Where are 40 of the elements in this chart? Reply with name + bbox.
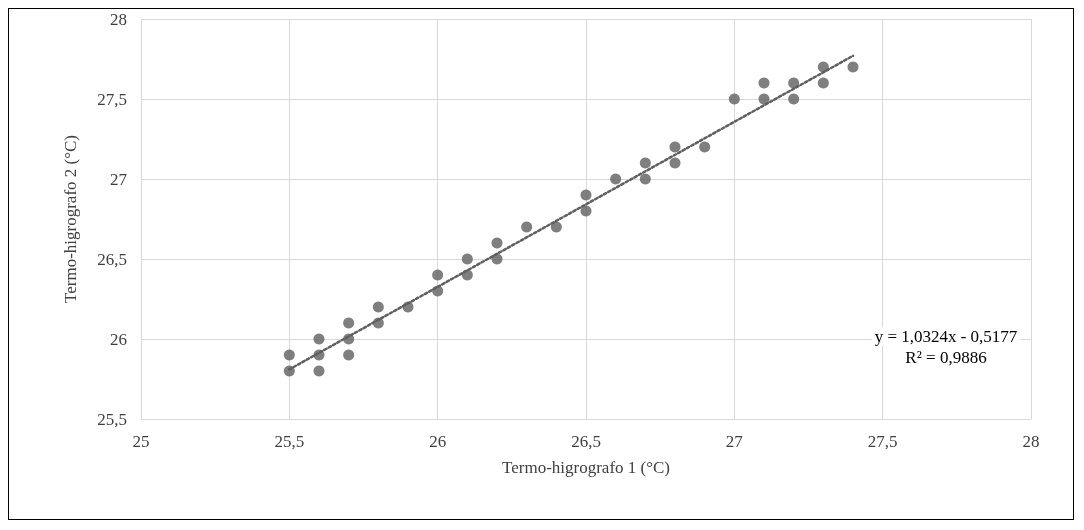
point: [313, 333, 325, 345]
point: [461, 253, 473, 265]
point: [758, 77, 770, 89]
point: [639, 173, 651, 185]
x-tick-label: 26: [429, 432, 447, 451]
point: [669, 141, 681, 153]
point: [343, 317, 355, 329]
x-axis-title: Termo-higrografo 1 (°C): [502, 458, 670, 477]
point: [610, 173, 622, 185]
point: [728, 93, 740, 105]
point: [432, 269, 444, 281]
point: [343, 349, 355, 361]
x-tick-label: 25,5: [274, 432, 305, 451]
point: [313, 365, 325, 377]
point: [283, 349, 295, 361]
x-tick-label: 28: [1022, 432, 1040, 451]
point: [580, 189, 592, 201]
point: [788, 93, 800, 105]
point: [699, 141, 711, 153]
x-tick-label: 25: [132, 432, 150, 451]
x-tick-label: 26,5: [571, 432, 601, 451]
point: [491, 237, 503, 249]
y-tick-label: 28: [110, 9, 127, 29]
point: [817, 77, 829, 89]
annotation: R² = 0,9886: [905, 348, 987, 367]
point: [669, 157, 681, 169]
point: [521, 221, 533, 233]
y-axis-title: Termo-higrografo 2 (°C): [61, 135, 80, 303]
y-tick-label: 26,5: [97, 249, 127, 269]
point: [639, 157, 651, 169]
y-tick-label: 27: [110, 169, 128, 189]
point: [847, 61, 859, 73]
y-tick-label: 26: [110, 329, 127, 349]
point: [550, 221, 562, 233]
point: [372, 301, 384, 313]
y-tick-label: 25,5: [97, 409, 127, 429]
y-tick-label: 27,5: [97, 89, 127, 109]
x-tick-label: 27,5: [867, 432, 898, 451]
annotation: y = 1,0324x - 0,5177: [874, 327, 1018, 346]
x-tick-label: 27: [725, 432, 744, 451]
